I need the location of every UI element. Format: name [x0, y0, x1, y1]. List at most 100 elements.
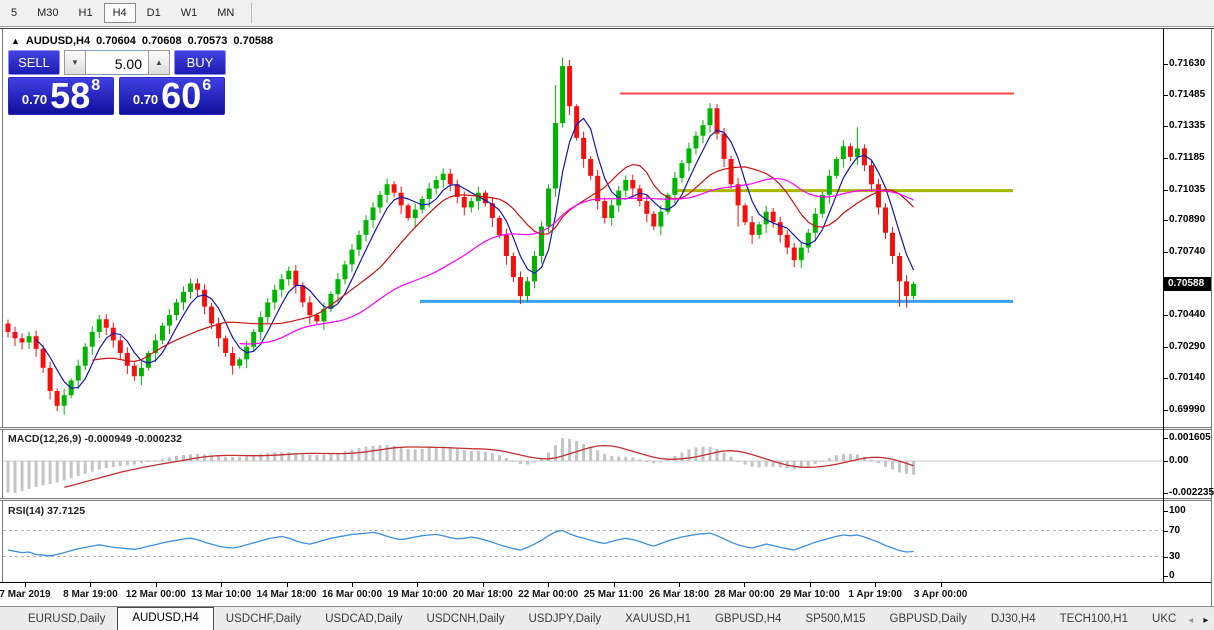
- time-tick: [482, 583, 484, 587]
- tab-scroll-right-icon[interactable]: ▸: [1203, 615, 1209, 626]
- tab-scroll-left-icon[interactable]: ◂: [1188, 615, 1194, 626]
- price-tick: [1163, 94, 1168, 96]
- chart-tab-bar: EURUSD,Daily AUDUSD,H4 USDCHF,Daily USDCAD,…: [0, 606, 1214, 630]
- collapse-triangle-icon[interactable]: ▲: [11, 36, 20, 46]
- price-label: 0.001605: [1169, 432, 1211, 443]
- price-label: 0.70440: [1169, 309, 1206, 321]
- buy-price-prefix: 0.70: [132, 92, 159, 107]
- time-tick: [90, 583, 92, 587]
- buy-quote-box[interactable]: 0.70 60 6: [119, 77, 225, 115]
- chart-tab-audusd-h4[interactable]: AUDUSD,H4: [117, 607, 214, 630]
- period-button-m30[interactable]: M30: [37, 7, 59, 19]
- period-button-mn[interactable]: MN: [217, 7, 235, 19]
- time-tick: [809, 583, 811, 587]
- price-label: 0.69990: [1169, 404, 1206, 415]
- panel-separator[interactable]: [0, 427, 1211, 430]
- rsi-indicator-canvas[interactable]: [3, 501, 1164, 581]
- price-tick: [1163, 346, 1168, 348]
- period-button-h4[interactable]: H4: [103, 3, 136, 23]
- price-tick: [1163, 461, 1168, 462]
- ohlc-close: 0.70588: [233, 35, 274, 47]
- time-axis[interactable]: 7 Mar 2019 8 Mar 19:00 12 Mar 00:00 13 Mar …: [0, 582, 1211, 607]
- time-label: 20 Mar 18:00: [452, 589, 513, 600]
- time-label: 8 Mar 19:00: [63, 589, 118, 600]
- chart-title: ▲ AUDUSD,H4 0.70604 0.70608 0.70573 0.70…: [11, 35, 273, 47]
- time-tick: [548, 583, 550, 587]
- time-label: 19 Mar 10:00: [387, 589, 448, 600]
- time-tick: [417, 583, 419, 587]
- price-tick: [1163, 315, 1168, 317]
- window-border-left: [2, 29, 3, 607]
- price-tick: [1163, 576, 1168, 577]
- time-label: 26 Mar 18:00: [648, 589, 710, 600]
- time-label: 16 Mar 00:00: [321, 589, 383, 600]
- volume-input[interactable]: [86, 50, 148, 75]
- chart-tab-usdcad-daily[interactable]: USDCAD,Daily: [325, 613, 403, 625]
- sell-quote-box[interactable]: 0.70 58 8: [8, 77, 114, 115]
- chart-tab-eurusd-daily[interactable]: EURUSD,Daily: [28, 613, 106, 625]
- time-label: 7 Mar 2019: [0, 589, 51, 600]
- period-toolbar: 5 M30 H1 H4 D1 W1 MN: [0, 0, 1214, 27]
- sell-button[interactable]: SELL: [8, 50, 60, 75]
- sell-price-big: 58: [50, 75, 91, 116]
- macd-label: MACD(12,26,9) -0.000949 -0.000232: [8, 433, 182, 445]
- chart-symbol: AUDUSD,H4: [25, 35, 91, 47]
- time-label: 12 Mar 00:00: [125, 589, 186, 600]
- time-label: 13 Mar 10:00: [191, 589, 252, 600]
- price-label: 30: [1169, 550, 1181, 562]
- time-tick: [875, 583, 877, 587]
- price-tick: [1163, 378, 1168, 380]
- period-button-h1[interactable]: H1: [78, 7, 93, 19]
- period-button-5[interactable]: 5: [11, 7, 18, 19]
- time-label: 28 Mar 00:00: [714, 589, 775, 600]
- price-tick: [1163, 251, 1168, 253]
- price-tick: [1163, 493, 1168, 495]
- chart-tab-usdchf-daily[interactable]: USDCHF,Daily: [225, 613, 302, 625]
- price-tick: [1163, 530, 1168, 532]
- period-button-w1[interactable]: W1: [180, 7, 198, 19]
- chart-tab-gbpusd-h4[interactable]: GBPUSD,H4: [714, 613, 782, 625]
- time-tick: [613, 583, 615, 587]
- price-label: 100: [1169, 505, 1186, 516]
- chart-tab-xauusd-h1[interactable]: XAUUSD,H1: [625, 613, 691, 625]
- time-tick: [679, 583, 680, 587]
- chart-tab-tech100-h1[interactable]: TECH100,H1: [1059, 613, 1129, 625]
- chart-tab-ukc[interactable]: UKC: [1152, 613, 1177, 625]
- price-axis-border: [1163, 29, 1164, 582]
- price-tick: [1163, 220, 1168, 222]
- buy-button[interactable]: BUY: [174, 50, 226, 75]
- volume-increase-button[interactable]: ▲: [148, 50, 170, 75]
- period-button-d1[interactable]: D1: [146, 7, 161, 19]
- chart-tab-sp500-m15[interactable]: SP500,M15: [805, 613, 866, 625]
- current-price-badge: 0.70588: [1164, 276, 1211, 291]
- panel-separator[interactable]: [0, 498, 1211, 501]
- price-tick: [1163, 64, 1168, 65]
- volume-decrease-button[interactable]: ▼: [64, 50, 86, 75]
- chart-tab-dj30-h4[interactable]: DJ30,H4: [990, 613, 1036, 625]
- time-tick: [221, 583, 223, 587]
- price-label: -0.002235: [1169, 487, 1214, 499]
- macd-indicator-canvas[interactable]: [3, 430, 1164, 498]
- time-label: 14 Mar 18:00: [256, 589, 317, 600]
- price-label: 0.00: [1169, 455, 1189, 466]
- price-label: 0.70740: [1169, 245, 1206, 257]
- price-tick: [1163, 438, 1168, 439]
- time-tick: [25, 583, 26, 587]
- ohlc-low: 0.70573: [187, 35, 228, 47]
- chart-tab-gbpusd-daily[interactable]: GBPUSD,Daily: [889, 613, 967, 625]
- chart-tab-usdjpy-daily[interactable]: USDJPY,Daily: [528, 613, 602, 625]
- time-tick: [744, 583, 746, 587]
- time-label: 3 Apr 00:00: [913, 589, 968, 600]
- sell-price-pip: 8: [91, 77, 101, 94]
- price-label: 0.71485: [1169, 88, 1206, 100]
- time-label: 22 Mar 00:00: [518, 589, 579, 600]
- price-tick: [1163, 126, 1168, 128]
- time-label: 25 Mar 11:00: [583, 589, 644, 600]
- ohlc-open: 0.70604: [96, 35, 136, 47]
- price-label: 0.70290: [1169, 340, 1206, 352]
- time-label: 29 Mar 10:00: [779, 589, 840, 600]
- window-border-right: [1211, 29, 1212, 607]
- price-tick: [1163, 511, 1168, 512]
- main-chart-canvas[interactable]: [3, 30, 1164, 427]
- chart-tab-usdcnh-daily[interactable]: USDCNH,Daily: [426, 613, 505, 625]
